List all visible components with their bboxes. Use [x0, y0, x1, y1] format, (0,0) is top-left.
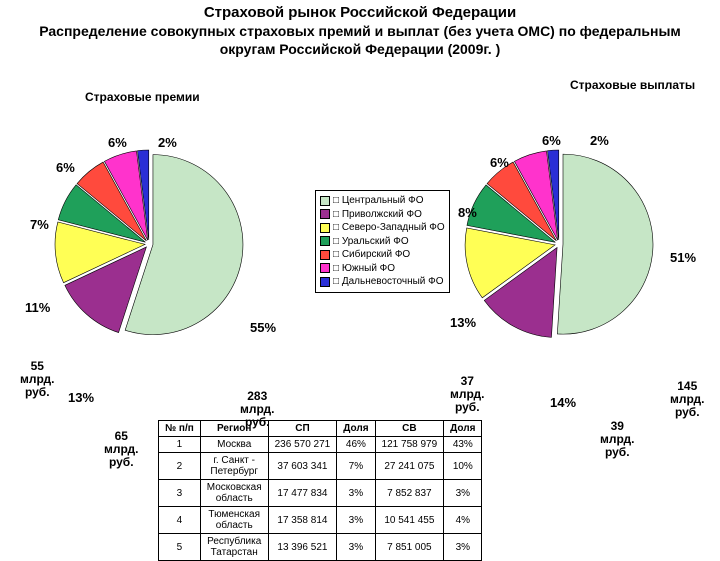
pie-payouts: 51%145млрд.руб.14%39млрд.руб.13%37млрд.р… — [460, 145, 658, 348]
label-premiums: Страховые премии — [85, 90, 200, 104]
legend: □ Центральный ФО□ Приволжский ФО□ Северо… — [315, 190, 450, 293]
title-sub: Распределение совокупных страховых преми… — [0, 21, 720, 58]
title-main: Страховой рынок Российской Федерации — [0, 0, 720, 21]
pie-premiums: 55%283млрд.руб.13%65млрд.руб.11%55млрд.р… — [50, 145, 248, 348]
label-payouts: Страховые выплаты — [570, 78, 695, 92]
